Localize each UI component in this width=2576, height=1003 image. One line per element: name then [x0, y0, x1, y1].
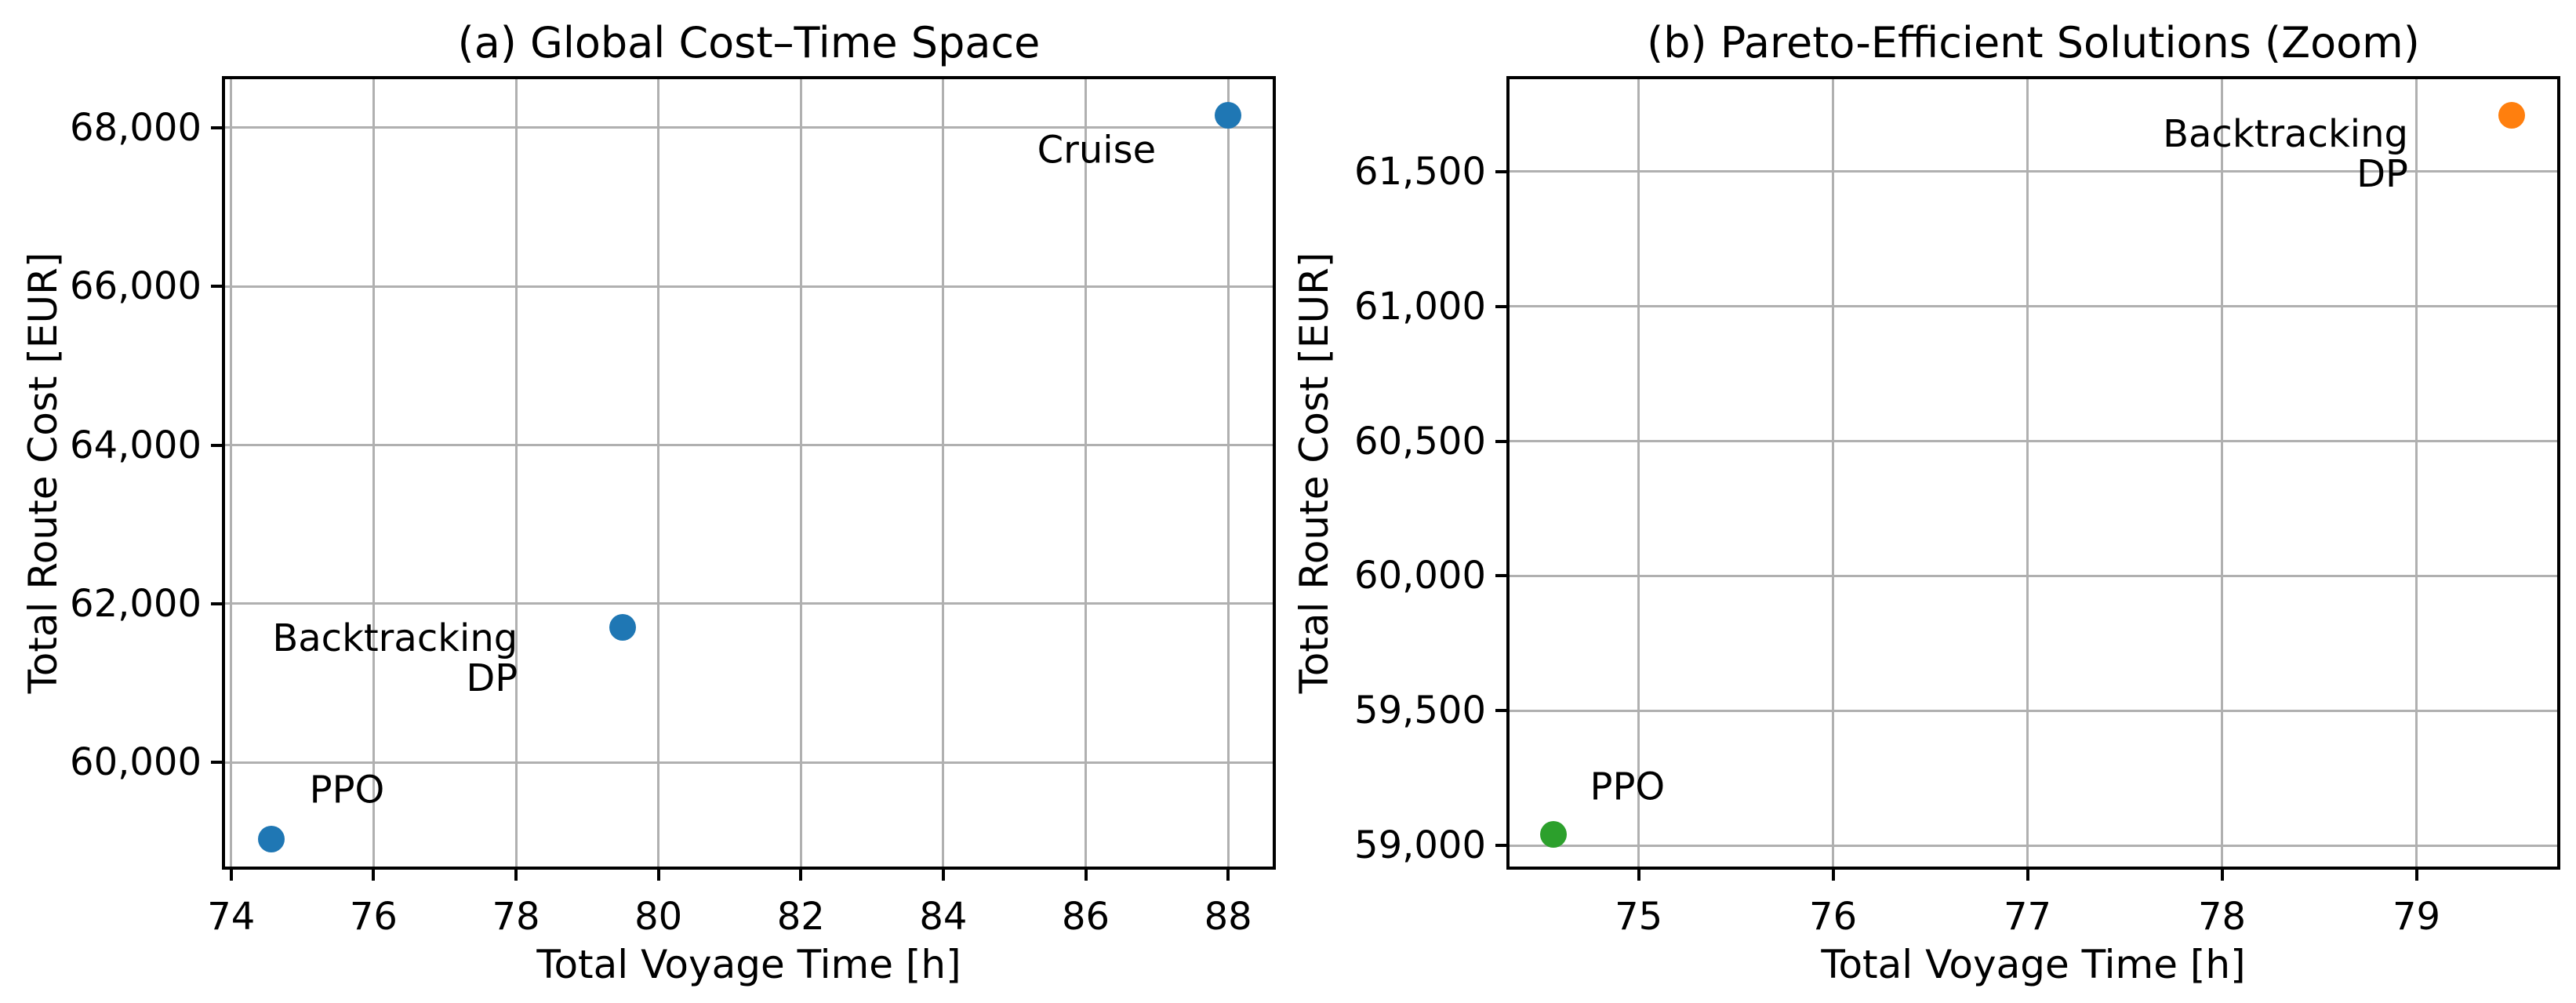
x-tick-label: 74	[207, 895, 256, 939]
y-tick-mark	[211, 285, 222, 289]
y-gridline	[1510, 709, 2557, 712]
panel-a-yaxis-label: Total Route Cost [EUR]	[20, 252, 66, 694]
x-tick-mark	[2026, 870, 2029, 881]
point-label-ppo: PPO	[310, 770, 385, 810]
x-gridline	[1085, 79, 1088, 867]
x-tick-mark	[1831, 870, 1835, 881]
x-tick-mark	[372, 870, 376, 881]
data-point-ppo	[1539, 821, 1567, 849]
data-point-cruise	[1215, 101, 1242, 129]
y-tick-label: 60,000	[70, 740, 202, 785]
x-tick-mark	[1226, 870, 1230, 881]
x-tick-label: 86	[1061, 895, 1110, 939]
x-tick-label: 76	[349, 895, 398, 939]
y-gridline	[225, 444, 1273, 447]
data-point-ppo	[257, 825, 285, 852]
point-label-line: Backtracking	[272, 616, 518, 661]
y-tick-label: 66,000	[70, 264, 202, 309]
point-label-backtracking-dp: Backtracking DP	[272, 619, 518, 699]
panel-a-xaxis-label: Total Voyage Time [h]	[536, 942, 961, 987]
x-gridline	[2026, 79, 2029, 867]
x-tick-label: 76	[1809, 895, 1858, 939]
y-tick-label: 61,000	[1354, 284, 1486, 329]
x-tick-label: 75	[1615, 895, 1663, 939]
x-tick-label: 88	[1204, 895, 1252, 939]
data-point-backtracking-dp	[609, 614, 637, 641]
y-gridline	[1510, 170, 2557, 173]
x-tick-label: 77	[2004, 895, 2052, 939]
point-label-line: PPO	[1590, 765, 1666, 809]
x-tick-label: 80	[634, 895, 683, 939]
y-gridline	[1510, 844, 2557, 847]
y-gridline	[225, 602, 1273, 605]
point-label-line: PPO	[309, 768, 385, 812]
x-tick-mark	[1637, 870, 1640, 881]
x-tick-label: 79	[2392, 895, 2441, 939]
y-tick-label: 60,000	[1354, 554, 1486, 598]
x-tick-mark	[2414, 870, 2418, 881]
y-gridline	[1510, 574, 2557, 577]
x-tick-mark	[941, 870, 945, 881]
y-tick-label: 62,000	[70, 581, 202, 626]
x-tick-label: 78	[492, 895, 540, 939]
y-tick-mark	[211, 443, 222, 447]
x-gridline	[514, 79, 518, 867]
panel-b-yaxis-label: Total Route Cost [EUR]	[1292, 252, 1337, 694]
x-gridline	[942, 79, 945, 867]
x-tick-mark	[1084, 870, 1088, 881]
point-label-cruise: Cruise	[1037, 130, 1157, 170]
x-gridline	[799, 79, 802, 867]
y-gridline	[225, 285, 1273, 288]
x-gridline	[1226, 79, 1230, 867]
y-tick-label: 60,500	[1354, 419, 1486, 463]
x-gridline	[2221, 79, 2224, 867]
y-gridline	[1510, 305, 2557, 308]
y-tick-mark	[1495, 574, 1506, 578]
y-tick-mark	[211, 761, 222, 765]
y-tick-label: 61,500	[1354, 149, 1486, 194]
y-tick-mark	[1495, 304, 1506, 308]
y-gridline	[225, 126, 1273, 129]
panel-a-title: (a) Global Cost–Time Space	[457, 18, 1041, 67]
y-tick-label: 59,000	[1354, 823, 1486, 868]
panel-b-xaxis-label: Total Voyage Time [h]	[1821, 942, 2246, 987]
point-label-backtracking-dp: Backtracking DP	[2163, 114, 2408, 194]
y-tick-label: 68,000	[70, 105, 202, 150]
x-tick-label: 78	[2197, 895, 2247, 939]
x-tick-mark	[514, 870, 518, 881]
x-gridline	[657, 79, 660, 867]
point-label-line: DP	[466, 656, 518, 701]
data-point-backtracking-dp	[2498, 101, 2525, 129]
y-tick-mark	[1495, 844, 1506, 848]
point-label-ppo: PPO	[1590, 765, 1666, 809]
point-label-line: Cruise	[1037, 128, 1157, 173]
y-tick-mark	[1495, 439, 1506, 443]
y-gridline	[1510, 440, 2557, 443]
x-tick-mark	[799, 870, 803, 881]
point-label-line: Backtracking	[2163, 111, 2408, 156]
x-gridline	[230, 79, 233, 867]
y-gridline	[225, 761, 1273, 764]
y-tick-label: 59,500	[1354, 689, 1486, 733]
x-gridline	[1637, 79, 1640, 867]
panel-b-title: (b) Pareto-Efficient Solutions (Zoom)	[1647, 18, 2420, 67]
point-label-line: DP	[2356, 151, 2408, 196]
x-tick-label: 82	[776, 895, 825, 939]
y-tick-label: 64,000	[70, 423, 202, 467]
panel-b-plot-area: PPO Backtracking DP	[1506, 76, 2560, 870]
x-tick-mark	[229, 870, 233, 881]
x-gridline	[372, 79, 375, 867]
x-tick-label: 84	[919, 895, 968, 939]
x-tick-mark	[2220, 870, 2224, 881]
y-tick-mark	[1495, 169, 1506, 173]
x-gridline	[1832, 79, 1835, 867]
y-tick-mark	[1495, 709, 1506, 713]
y-tick-mark	[211, 601, 222, 605]
panel-a-plot-area: PPO Backtracking DP Cruise	[222, 76, 1276, 870]
x-gridline	[2415, 79, 2418, 867]
y-tick-mark	[211, 125, 222, 129]
x-tick-mark	[656, 870, 660, 881]
